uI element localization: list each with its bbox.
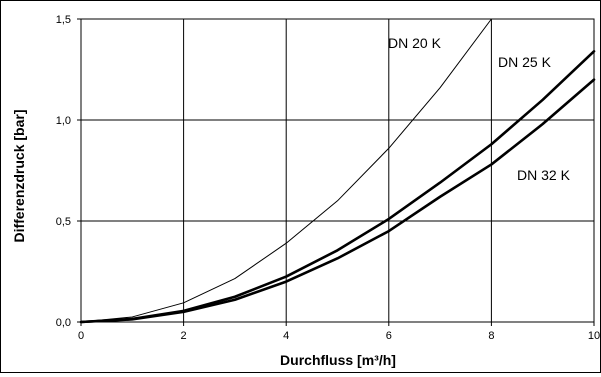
series-line-dn-20-k xyxy=(80,18,492,323)
x-axis-title: Durchfluss [m³/h] xyxy=(280,352,396,368)
y-tick-label: 1,5 xyxy=(56,14,71,26)
x-tick-label: 2 xyxy=(181,330,187,342)
y-tick-label: 0,5 xyxy=(56,216,71,228)
x-tick-label: 4 xyxy=(283,330,289,342)
series-label-dn25: DN 25 K xyxy=(498,54,552,70)
y-tick-label: 1,0 xyxy=(56,115,71,127)
y-tick-labels: 0,0 0,5 1,0 1,5 xyxy=(56,14,81,329)
x-tick-label: 6 xyxy=(386,330,392,342)
y-tick-label: 0,0 xyxy=(56,317,71,329)
x-tick-label: 0 xyxy=(78,330,84,342)
series-lines xyxy=(79,18,596,324)
series-label-dn20: DN 20 K xyxy=(388,35,442,51)
x-tick-labels: 0 2 4 6 8 10 xyxy=(78,322,600,342)
x-tick-label: 10 xyxy=(588,330,600,342)
x-tick-label: 8 xyxy=(488,330,494,342)
y-axis-title: Differenzdruck [bar] xyxy=(11,109,27,242)
grid-lines xyxy=(81,19,594,322)
series-label-dn32: DN 32 K xyxy=(517,167,571,183)
series-line-dn-32-k xyxy=(79,78,596,324)
series-line-dn-25-k xyxy=(79,50,596,324)
plot-area-border xyxy=(80,18,595,323)
